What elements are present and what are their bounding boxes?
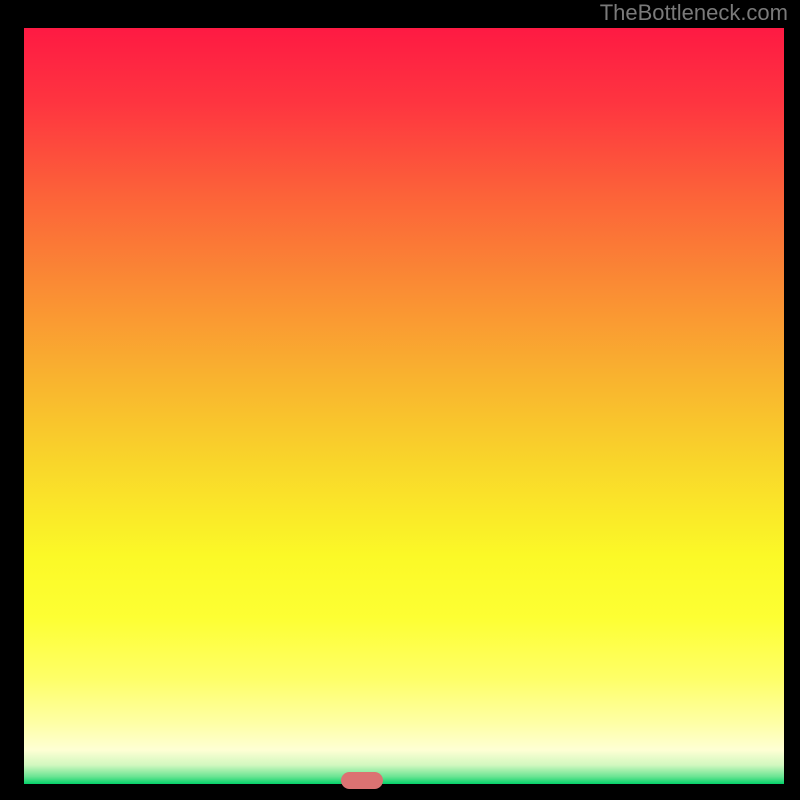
optimal-marker (341, 772, 384, 789)
watermark: TheBottleneck.com (600, 0, 788, 26)
bottleneck-curve (24, 28, 784, 784)
plot-area (24, 28, 784, 784)
chart-frame (0, 0, 800, 800)
